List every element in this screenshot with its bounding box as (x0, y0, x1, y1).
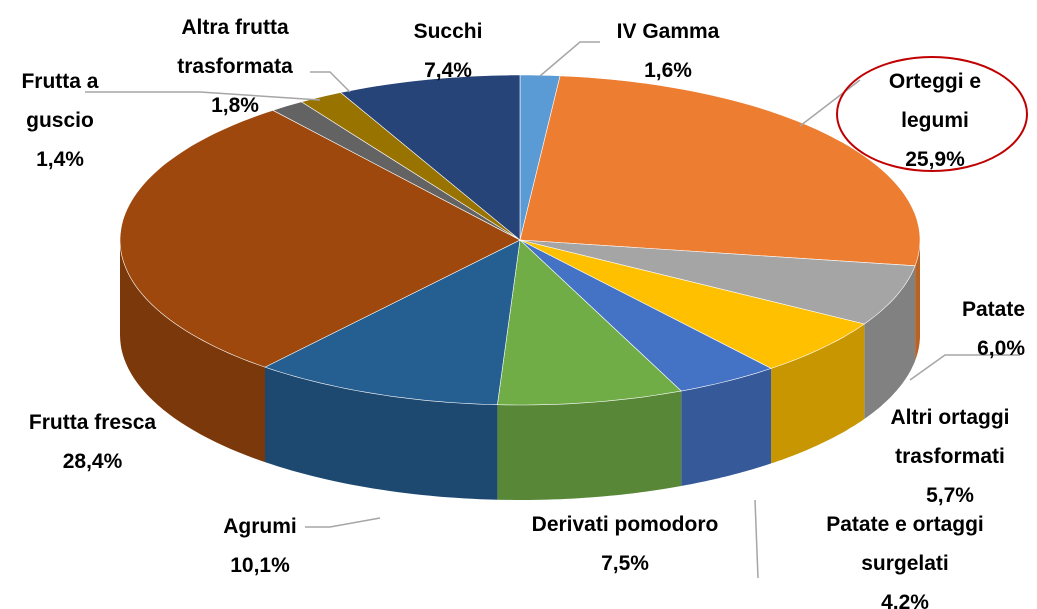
slice-side (681, 368, 772, 486)
value-label: 7,5% (601, 552, 649, 575)
category-label: Patate (961, 298, 1025, 321)
leader-line (305, 517, 381, 528)
highlight-ellipse (836, 56, 1028, 172)
leader-line (85, 91, 321, 101)
category-label: IV Gamma (616, 20, 720, 43)
category-label: Patate e ortaggi surgelati (826, 513, 984, 575)
slice (300, 92, 521, 241)
leader-line (539, 41, 600, 77)
slice-label: Altra frutta trasformata 1,8% (150, 8, 320, 125)
value-label: 25,9% (905, 148, 965, 171)
value-label: 4,2% (881, 591, 929, 609)
slice-side (265, 367, 498, 500)
slice-label: Altri ortaggi trasformati 5,7% (860, 398, 1037, 515)
slice-label: Patate e ortaggi surgelati 4,2% (790, 505, 1020, 609)
value-label: 28,4% (62, 450, 123, 473)
slice (519, 75, 921, 267)
value-label: 7,4% (424, 59, 472, 82)
slice-label: Patate 6,0% (890, 290, 1025, 368)
slice-label: Frutta fresca 28,4% (0, 403, 185, 481)
category-label: Altri ortaggi trasformati (890, 406, 1010, 468)
category-label: Agrumi (223, 515, 297, 538)
leader-line (799, 79, 861, 127)
category-label: Frutta fresca (28, 411, 157, 434)
slice (519, 239, 916, 325)
slice-label: Derivati pomodoro 7,5% (490, 505, 760, 583)
value-label: 1,4% (36, 148, 84, 171)
category-label: Succhi (413, 20, 483, 43)
slice-side (497, 391, 682, 500)
value-label: 10,1% (230, 554, 290, 577)
slice-side (915, 240, 920, 361)
value-label: 5,7% (926, 484, 974, 507)
slice (497, 239, 682, 406)
slice-label: Agrumi 10,1% (190, 507, 330, 585)
slice-label: IV Gamma 1,6% (598, 12, 738, 90)
slice (119, 109, 521, 368)
leader-line (754, 499, 759, 579)
leader-lines (85, 41, 1020, 579)
category-label: Frutta a guscio (21, 70, 99, 132)
value-label: 1,8% (211, 94, 259, 117)
value-label: 6,0% (977, 337, 1025, 360)
value-label: 1,6% (644, 59, 692, 82)
slice (339, 74, 521, 241)
slice-side (771, 324, 865, 464)
slice-side (120, 240, 265, 463)
category-label: Orteggi e legumi (888, 70, 982, 132)
slice (519, 239, 772, 392)
slice-side (864, 265, 916, 419)
leader-line (310, 71, 351, 93)
slice (519, 239, 866, 369)
slice-label: Succhi 7,4% (383, 12, 513, 90)
category-label: Altra frutta trasformata (177, 16, 293, 78)
slices (119, 74, 921, 500)
slice-label: Orteggi e legumi 25,9% (855, 62, 1015, 179)
slice (264, 239, 521, 406)
leader-line (909, 354, 1020, 381)
category-label: Derivati pomodoro (531, 513, 719, 536)
slice-label: Frutta a guscio 1,4% (5, 62, 115, 179)
